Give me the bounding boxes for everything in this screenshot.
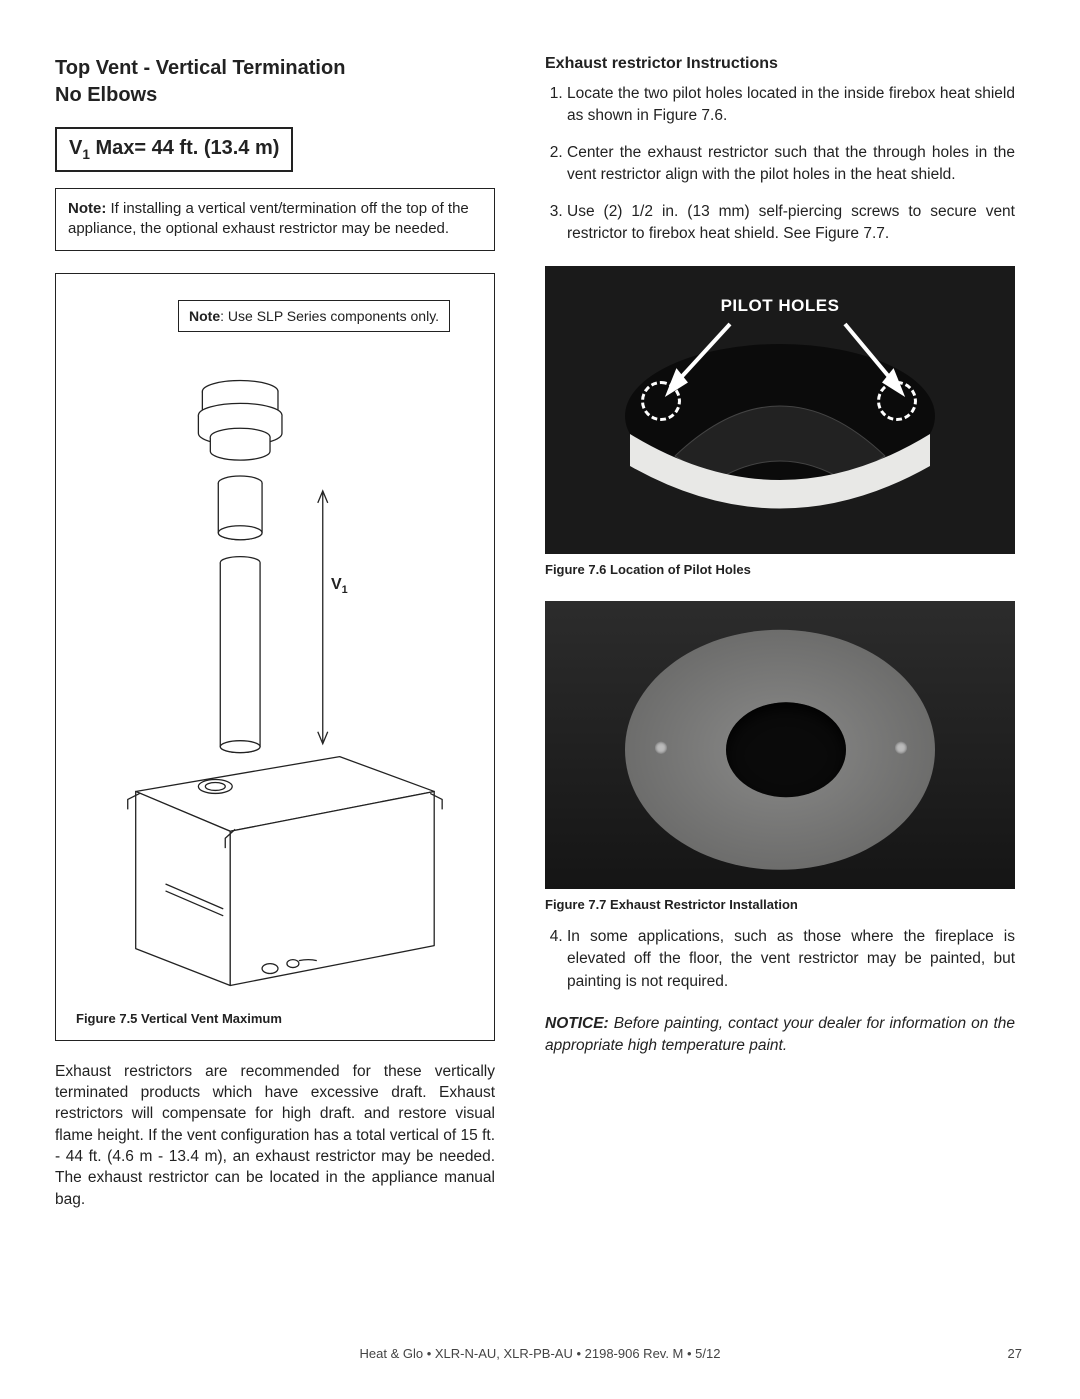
notice-paragraph: NOTICE: Before painting, contact your de… [545,1013,1015,1056]
restrictor-plate [625,630,935,870]
install-note-box: Note: If installing a vertical vent/term… [55,188,495,251]
figure-7-6-photo: PILOT HOLES [545,266,1015,554]
note-text: If installing a vertical vent/terminatio… [68,200,469,237]
figure-7-5-container: Note: Use SLP Series components only. [55,273,495,1041]
instruction-step-3: Use (2) 1/2 in. (13 mm) self-piercing sc… [567,201,1015,246]
section-heading: Top Vent - Vertical Termination No Elbow… [55,55,495,109]
instruction-step-4: In some applications, such as those wher… [567,926,1015,993]
instruction-step-2: Center the exhaust restrictor such that … [567,142,1015,187]
heading-line2: No Elbows [55,84,157,106]
vent-diagram [76,362,474,1002]
figure-7-7-photo [545,601,1015,889]
pilot-hole-marker-right [877,381,917,421]
diagram-note-text: : Use SLP Series components only. [220,308,439,324]
figure-7-6-caption: Figure 7.6 Location of Pilot Holes [545,562,1015,577]
screw-right [895,742,907,754]
pilot-holes-illustration [545,266,1015,554]
diagram-note-bold: Note [189,308,220,324]
figure-7-7-caption: Figure 7.7 Exhaust Restrictor Installati… [545,897,1015,912]
note-bold: Note: [68,200,106,217]
screw-left [655,742,667,754]
notice-bold: NOTICE: [545,1015,609,1032]
pilot-hole-marker-left [641,381,681,421]
exhaust-instructions-heading: Exhaust restrictor Instructions [545,55,1015,73]
exhaust-restrictor-paragraph: Exhaust restrictors are recommended for … [55,1061,495,1211]
notice-text: Before painting, contact your dealer for… [545,1015,1015,1053]
page-footer: Heat & Glo • XLR-N-AU, XLR-PB-AU • 2198-… [0,1346,1080,1361]
restrictor-center-hole [726,702,846,797]
v1-max-box: V1 Max= 44 ft. (13.4 m) [55,127,293,172]
instructions-list-continued: In some applications, such as those wher… [545,926,1015,993]
v1-dim-label: V1 [331,576,348,596]
figure-7-5-caption: Figure 7.5 Vertical Vent Maximum [76,1011,282,1026]
heading-line1: Top Vent - Vertical Termination [55,57,345,79]
instructions-list: Locate the two pilot holes located in th… [545,83,1015,246]
page-number: 27 [1008,1346,1022,1361]
diagram-slp-note: Note: Use SLP Series components only. [178,300,450,332]
instruction-step-1: Locate the two pilot holes located in th… [567,83,1015,128]
